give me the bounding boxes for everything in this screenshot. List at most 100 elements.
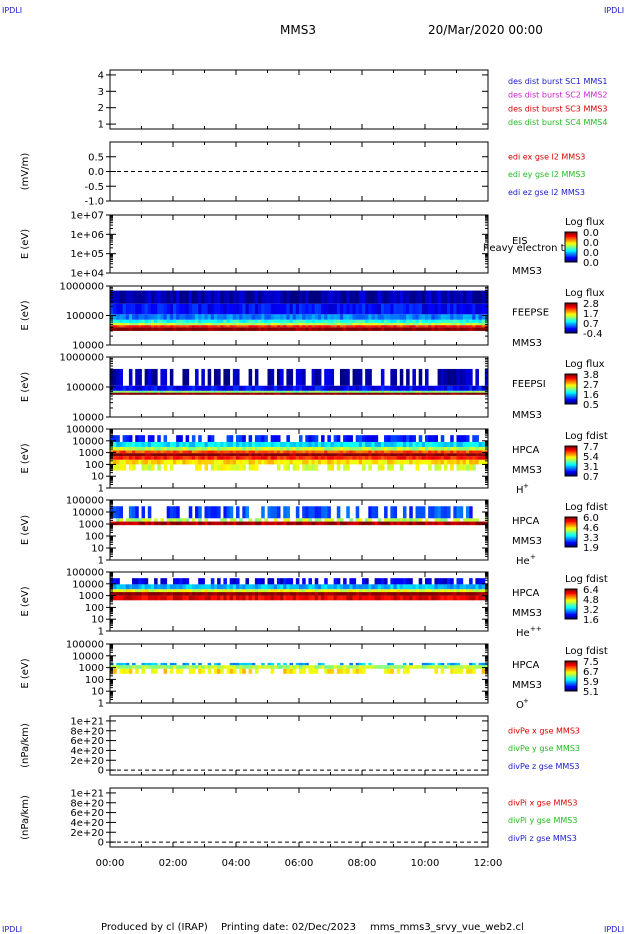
spectrogram-cell — [210, 453, 215, 457]
spectrogram-cell — [431, 453, 435, 457]
spectrogram-cell — [119, 392, 123, 395]
spectrogram-cell — [251, 662, 256, 666]
spectrogram-cell — [343, 592, 347, 596]
spectrogram-cell — [339, 327, 344, 331]
spectrogram-cell — [116, 595, 120, 601]
spectrogram-cell — [267, 392, 272, 395]
spectrogram-cell — [317, 314, 322, 320]
spectrogram-cell — [226, 595, 231, 601]
spectrogram-cell — [475, 319, 479, 323]
spectrogram-cell — [450, 459, 454, 465]
spectrogram-cell — [406, 327, 410, 331]
spectrogram-cell — [251, 592, 256, 596]
species-charge-label: ++ — [530, 625, 542, 633]
spectrogram-cell — [242, 327, 246, 331]
spectrogram-cell — [223, 592, 227, 596]
spectrogram-cell — [261, 385, 265, 391]
spectrogram-cell — [352, 441, 357, 447]
spectrogram-cell — [270, 595, 275, 601]
spectrogram-cell — [245, 319, 249, 323]
spectrogram-cell — [258, 327, 262, 331]
spectrogram-cell — [406, 595, 410, 601]
spectrogram-cell — [289, 319, 294, 323]
spectrogram-cell — [437, 578, 442, 585]
spectrogram-cell — [232, 450, 237, 454]
spectrogram-cell — [113, 665, 117, 669]
spectrogram-cell — [110, 592, 114, 596]
spectrogram-cell — [311, 521, 316, 526]
spectrogram-cell — [399, 459, 404, 465]
spectrogram-cell — [154, 303, 158, 315]
colorbar-segment — [565, 664, 577, 667]
spectrogram-cell — [236, 662, 240, 666]
colorbar-label: 0.7 — [583, 319, 599, 330]
spectrogram-cell — [220, 518, 224, 522]
spectrogram-cell — [384, 325, 388, 328]
spectrogram-cell — [280, 290, 284, 304]
spectrogram-cell — [144, 584, 149, 590]
spectrogram-cell — [116, 589, 120, 593]
spectrogram-cell — [254, 314, 259, 320]
spectrogram-cell — [481, 325, 486, 328]
spectrogram-cell — [135, 446, 139, 451]
spectrogram-cell — [384, 456, 388, 460]
spectrogram-cell — [163, 459, 168, 465]
spectrogram-cell — [346, 390, 350, 393]
spectrogram-cell — [380, 441, 385, 447]
spectrogram-cell — [465, 506, 470, 519]
spectrogram-cell — [362, 290, 366, 304]
colorbar-segment — [565, 325, 577, 328]
spectrogram-cell — [138, 392, 142, 395]
spectrogram-cell — [169, 589, 174, 593]
spectrogram-cell — [425, 368, 429, 386]
spectrogram-cell — [267, 506, 272, 519]
spectrogram-cell — [220, 592, 224, 596]
spectrogram-cell — [412, 325, 416, 328]
spectrogram-cell — [210, 322, 215, 326]
spectrogram-cell — [368, 446, 372, 451]
spectrogram-cell — [182, 322, 186, 326]
spectrogram-cell — [144, 385, 149, 391]
spectrogram-cell — [226, 584, 231, 590]
spectrogram-cell — [144, 456, 149, 460]
spectrogram-cell — [185, 322, 190, 326]
spectrogram-cell — [371, 441, 375, 447]
spectrogram-cell — [147, 392, 152, 395]
spectrogram-cell — [116, 322, 120, 326]
spectrogram-cell — [295, 314, 300, 320]
spectrogram-cell — [346, 521, 350, 526]
spectrogram-cell — [484, 456, 489, 460]
spectrogram-cell — [204, 506, 209, 519]
spectrogram-cell — [283, 322, 287, 326]
colorbar-segment — [565, 669, 577, 672]
spectrogram-cell — [113, 592, 117, 596]
spectrogram-cell — [248, 368, 253, 386]
spectrogram-cell — [302, 662, 306, 666]
spectrogram-cell — [188, 322, 193, 326]
spectrogram-cell — [135, 453, 139, 457]
y-tick-label: 100000 — [66, 640, 104, 651]
spectrogram-cell — [365, 456, 369, 460]
spectrogram-cell — [434, 668, 438, 674]
spectrogram-cell — [195, 385, 199, 391]
spectrogram-cell — [179, 668, 183, 674]
spectrogram-cell — [425, 589, 429, 593]
spectrogram-cell — [113, 464, 117, 471]
spectrogram-cell — [166, 518, 171, 522]
spectrogram-cell — [358, 322, 363, 326]
spectrogram-cell — [254, 441, 259, 447]
spectrogram-cell — [469, 450, 473, 454]
y-tick-label: 1e+07 — [70, 211, 104, 222]
spectrogram-cell — [273, 325, 278, 328]
panel-edi: 0.50.0-0.5-1.0(mV/m) edi ex gse l2 MMS3ed… — [20, 141, 586, 208]
colorbar-segment — [565, 259, 577, 262]
spectrogram-cell — [201, 290, 205, 304]
spectrogram-cell — [396, 322, 401, 326]
spectrogram-cell — [339, 584, 344, 590]
spectrogram-cell — [147, 518, 152, 522]
spectrogram-cell — [406, 518, 410, 522]
spectrogram-cell — [336, 390, 341, 393]
spectrogram-cell — [122, 589, 127, 593]
spectrogram-cell — [132, 453, 136, 457]
